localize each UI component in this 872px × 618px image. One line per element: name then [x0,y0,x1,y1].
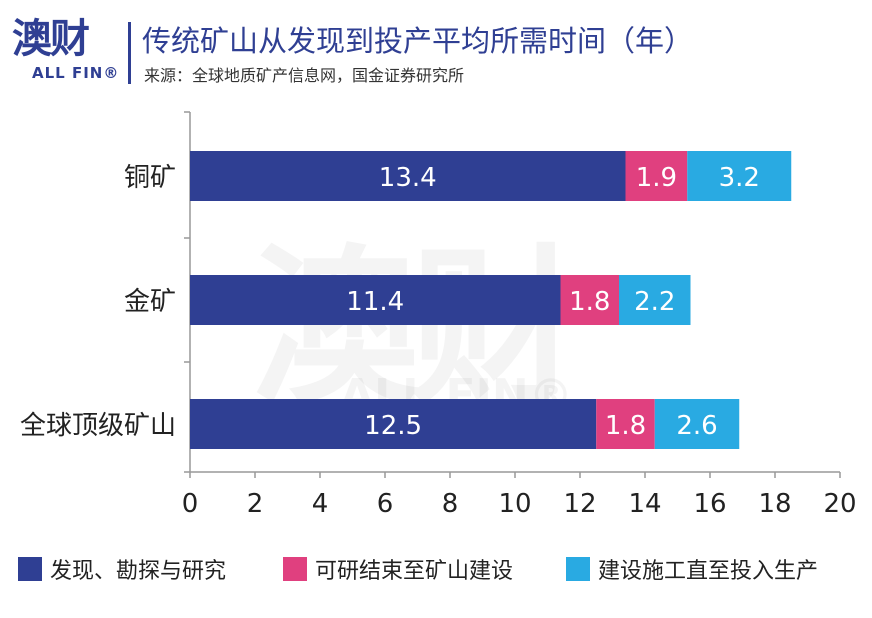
data-label: 1.8 [569,287,610,317]
x-tick-label: 12 [563,489,596,519]
bar-segment [619,275,691,325]
data-label: 2.2 [634,287,675,317]
x-tick-label: 16 [693,489,726,519]
x-tick-label: 8 [442,489,459,519]
bar-segment [687,151,792,201]
category-label: 铜矿 [124,163,176,193]
legend-swatch-series-3 [566,557,590,581]
x-tick-label: 4 [312,489,329,519]
legend-item-series-1: 发现、勘探与研究 [18,552,226,586]
bar-segment [190,275,561,325]
data-label: 3.2 [719,163,760,193]
x-tick-label: 10 [498,489,531,519]
data-label: 13.4 [379,163,437,193]
x-tick-label: 0 [182,489,199,519]
x-tick-label: 2 [247,489,264,519]
x-tick-label: 20 [823,489,856,519]
chart-title: 传统矿山从发现到投产平均所需时间（年） [142,24,694,58]
bar-segment [190,151,626,201]
chart-source: 来源：全球地质矿产信息网，国金证券研究所 [144,66,465,85]
brand-logo: 澳财 ALL FIN® [12,16,122,94]
bar-segment [596,399,655,449]
legend-label-series-2: 可研结束至矿山建设 [315,559,514,584]
legend-item-series-2: 可研结束至矿山建设 [283,552,513,586]
data-label: 11.4 [346,287,404,317]
category-label: 全球顶级矿山 [20,411,176,441]
bar-segment [654,399,740,449]
category-label: 金矿 [124,287,176,317]
legend-label-series-1: 发现、勘探与研究 [50,559,227,584]
x-tick-label: 14 [628,489,661,519]
data-label: 1.9 [636,163,677,193]
logo-subtext: ALL FIN® [32,64,120,82]
bar-segment [560,275,619,325]
legend-label-series-3: 建设施工直至投入生产 [598,559,819,584]
x-tick-label: 18 [758,489,791,519]
bar-segment [190,399,597,449]
legend-swatch-series-1 [18,557,42,581]
data-label: 2.6 [676,411,717,441]
logo-text: 澳财 [12,16,90,62]
x-tick-label: 6 [377,489,394,519]
legend-swatch-series-2 [283,557,307,581]
chart-legend: 发现、勘探与研究 可研结束至矿山建设 建设施工直至投入生产 [18,552,868,586]
data-label: 12.5 [364,411,422,441]
header-divider [128,22,131,84]
bar-segment [625,151,688,201]
data-label: 1.8 [605,411,646,441]
legend-item-series-3: 建设施工直至投入生产 [566,552,818,586]
